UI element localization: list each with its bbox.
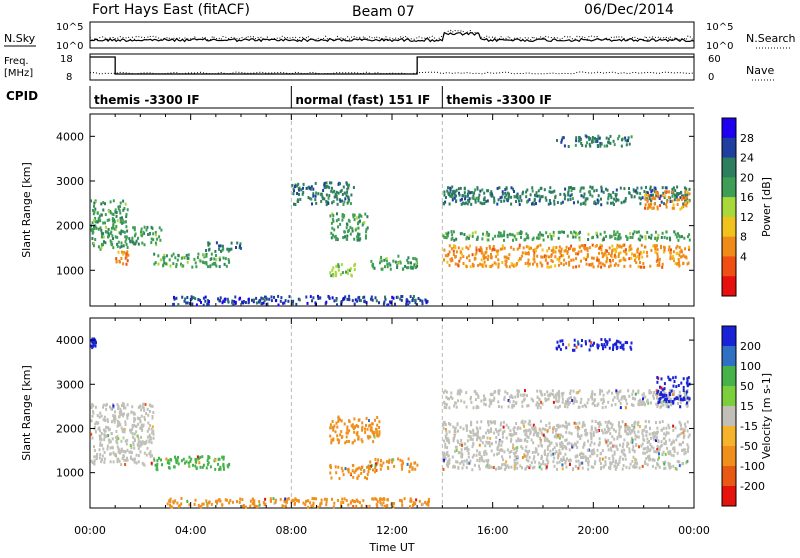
velocity-echo-region	[329, 463, 369, 481]
power-colorbar-tick: 12	[740, 211, 754, 224]
freq-label-line1: Freq.	[4, 56, 29, 67]
date-title: 06/Dec/2014	[584, 2, 674, 18]
power-y-tick-label: 2000	[56, 220, 84, 233]
noise-search-label: N.Search	[746, 32, 796, 45]
velocity-y-tick-label: 3000	[56, 378, 84, 391]
x-tick-label: 20:00	[577, 524, 609, 537]
x-tick-label: 08:00	[275, 524, 307, 537]
velocity-panel: 1000 2000 3000 4000 Slant Range [km]	[20, 317, 695, 509]
nave-label: Nave	[746, 64, 774, 77]
power-echo-region	[442, 230, 691, 242]
power-echo-region	[205, 241, 242, 253]
x-tick-label: 00:00	[74, 524, 106, 537]
x-tick-label: 12:00	[376, 524, 408, 537]
power-echo-region	[172, 294, 429, 307]
cpid-label: CPID	[6, 89, 38, 103]
power-echo-region	[442, 243, 691, 269]
velocity-y-tick-label: 4000	[56, 334, 84, 347]
power-colorbar-tick: 28	[740, 132, 754, 145]
x-axis-label: Time UT	[368, 541, 414, 554]
velocity-echo-region	[367, 457, 419, 474]
velocity-colorbar-tick: -200	[740, 480, 765, 493]
station-title: Fort Hays East (fitACF)	[92, 2, 250, 18]
power-echo-region	[90, 199, 129, 251]
velocity-echo-region	[166, 497, 430, 509]
power-echo-region	[329, 262, 357, 278]
power-echo-region	[291, 181, 355, 207]
cpid-mode-label: normal (fast) 151 IF	[295, 93, 430, 107]
noise-right-tick-top: 10^5	[706, 22, 733, 33]
velocity-panel-frame	[89, 317, 695, 509]
power-echo-region	[115, 250, 130, 266]
power-panel-frame	[89, 113, 695, 307]
freq-label-line2: [MHz]	[4, 68, 33, 79]
power-colorbar-label: Power [dB]	[760, 177, 773, 237]
cpid-mode-label: themis -3300 IF	[94, 93, 200, 107]
velocity-echo-region	[555, 338, 633, 352]
x-tick-label: 04:00	[175, 524, 207, 537]
velocity-echo-region	[90, 402, 155, 467]
velocity-echo-region	[153, 455, 231, 472]
noise-left-tick-bottom: 10^0	[56, 41, 83, 52]
velocity-echo-region	[442, 419, 691, 472]
velocity-colorbar-tick: 15	[740, 400, 754, 413]
power-echo-region	[153, 252, 231, 269]
freq-trace	[90, 56, 694, 75]
power-y-tick-label: 1000	[56, 264, 84, 277]
beam-title: Beam 07	[352, 4, 415, 20]
velocity-colorbar-tick: -15	[740, 420, 758, 433]
noise-panel-frame	[89, 21, 695, 49]
power-colorbar-tick: 24	[740, 152, 754, 165]
power-echo-region	[556, 134, 633, 148]
velocity-colorbar-tick: -50	[740, 440, 758, 453]
freq-panel-frame	[89, 53, 695, 81]
power-colorbar-tick: 4	[740, 250, 747, 263]
velocity-y-axis-label: Slant Range [km]	[20, 365, 33, 461]
power-echo-region	[644, 190, 691, 211]
velocity-colorbar-tick: 100	[740, 360, 761, 373]
x-tick-label: 16:00	[477, 524, 509, 537]
noise-left-tick-top: 10^5	[56, 22, 83, 33]
freq-tick-top: 18	[60, 54, 73, 65]
velocity-echo-region	[329, 415, 381, 445]
power-panel: 1000 2000 3000 4000 Slant Range [km]	[20, 113, 695, 307]
power-y-axis-label: Slant Range [km]	[20, 162, 33, 258]
velocity-colorbar-label: Velocity [m s-1]	[760, 373, 773, 459]
noise-right-tick-bottom: 10^0	[706, 41, 733, 52]
power-colorbar-tick: 8	[740, 231, 747, 244]
power-y-tick-label: 3000	[56, 175, 84, 188]
velocity-colorbar: 200 100 50 15 -15 -50 -100 -200 Velocity [m s-1]	[721, 325, 773, 507]
x-axis: 00:00 04:00 08:00 12:00 16:00 20:00 00:00	[74, 524, 710, 537]
power-y-tick-label: 4000	[56, 130, 84, 143]
power-echo-region	[370, 254, 419, 271]
noise-sky-trace	[89, 31, 695, 43]
noise-sky-label: N.Sky	[4, 32, 36, 45]
power-colorbar-tick: 16	[740, 191, 754, 204]
velocity-colorbar-tick: 50	[740, 380, 754, 393]
velocity-y-tick-label: 2000	[56, 422, 84, 435]
velocity-colorbar-tick: -100	[740, 460, 765, 473]
x-tick-label: 00:00	[678, 524, 710, 537]
nave-tick-top: 60	[708, 54, 721, 65]
velocity-colorbar-tick: 200	[740, 340, 761, 353]
freq-tick-bottom: 8	[66, 72, 72, 83]
velocity-echo-region	[442, 388, 691, 410]
power-colorbar-tick: 20	[740, 171, 754, 184]
cpid-modes: themis -3300 IF normal (fast) 151 IF themi…	[89, 86, 552, 108]
power-colorbar: 28 24 20 16 12 8 4 Power [dB]	[721, 117, 773, 297]
velocity-echo-region	[656, 375, 691, 405]
cpid-mode-label: themis -3300 IF	[446, 93, 552, 107]
velocity-y-tick-label: 1000	[56, 467, 84, 480]
nave-tick-bottom: 0	[708, 72, 714, 83]
noise-search-trace	[89, 29, 695, 41]
power-echo-region	[128, 225, 163, 247]
power-echo-region	[329, 212, 369, 242]
